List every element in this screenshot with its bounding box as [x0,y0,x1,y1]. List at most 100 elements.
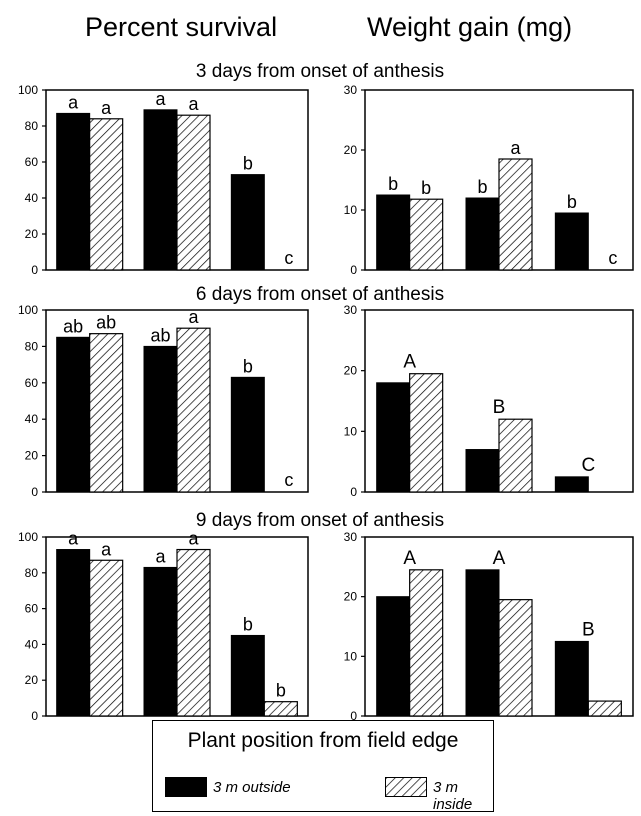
bar-outside [143,345,178,493]
bar-inside [89,118,124,271]
bar-inside [176,327,211,493]
y-tick-label: 30 [344,83,358,97]
y-tick-label: 100 [18,530,38,544]
bar-outside [143,566,178,717]
y-tick-label: 20 [25,227,39,241]
bar-inside [498,418,533,493]
bar-outside [465,569,500,717]
y-tick-label: 100 [18,303,38,317]
legend-title: Plant position from field edge [187,729,459,752]
bar-outside [56,112,91,271]
bar-outside [465,449,500,493]
group-letter: B [582,619,595,640]
y-tick-label: 80 [25,566,39,580]
header-weight-gain: Weight gain (mg) [367,12,572,42]
bar-outside [376,596,411,717]
bar-inside [89,333,124,493]
y-tick-label: 40 [25,412,39,426]
bar-outside [143,109,178,271]
y-tick-label: 40 [25,191,39,205]
bar-outside [376,194,411,271]
group-letter: C [581,455,595,476]
y-tick-label: 10 [344,649,358,663]
legend-swatch-inside [385,777,427,797]
bar-inside [498,599,533,717]
y-tick-label: 100 [18,83,38,97]
y-tick-label: 20 [25,449,39,463]
significance-letter: b [243,614,253,634]
significance-letter: c [284,470,293,490]
significance-letter: b [421,178,431,198]
significance-letter: ab [63,316,83,336]
y-tick-label: 20 [25,673,39,687]
y-tick-label: 20 [344,143,358,157]
bar-outside [376,382,411,493]
y-tick-label: 0 [350,263,357,277]
y-tick-label: 0 [31,709,38,720]
bar-inside [409,198,444,271]
significance-letter: ab [96,313,116,333]
significance-letter: c [284,248,293,268]
y-tick-label: 20 [344,364,358,378]
y-tick-label: 0 [31,263,38,277]
bar-inside [409,569,444,717]
bar-outside [554,640,589,717]
bar-inside [89,559,124,717]
row-title-2: 6 days from onset of anthesis [196,284,444,305]
significance-letter: b [477,177,487,197]
bar-outside [56,549,91,717]
significance-letter: b [276,681,286,701]
row-title-3: 9 days from onset of anthesis [196,510,444,531]
bar-inside [498,158,533,271]
bar-outside [465,197,500,271]
figure: Percent survival Weight gain (mg) 3 days… [18,12,634,720]
y-tick-label: 0 [350,485,357,499]
header-percent-survival: Percent survival [85,12,277,42]
legend-label-inside: 3 m inside [433,779,473,813]
y-tick-label: 60 [25,602,39,616]
significance-letter: b [243,154,253,174]
bar-inside [587,700,622,717]
bar-outside [230,174,265,271]
significance-letter: a [188,94,199,114]
legend: Plant position from field edge 3 m outsi… [152,720,494,813]
y-tick-label: 10 [344,203,358,217]
significance-letter: a [188,307,199,327]
significance-letter: b [243,356,253,376]
significance-letter: a [101,98,112,118]
bar-outside [230,634,265,717]
significance-letter: b [388,174,398,194]
bar-outside [230,376,265,493]
y-tick-label: 60 [25,376,39,390]
y-tick-label: 0 [31,485,38,499]
legend-label-outside: 3 m outside [213,779,291,796]
bar-inside [409,373,444,493]
significance-letter: a [155,89,166,109]
significance-letter: a [510,138,521,158]
y-tick-label: 80 [25,119,39,133]
significance-letter: a [68,92,79,112]
bar-inside [176,114,211,271]
significance-letter: c [608,248,617,268]
bar-outside [554,212,589,271]
bar-outside [56,336,91,493]
y-tick-label: 80 [25,339,39,353]
y-tick-label: 60 [25,155,39,169]
row-title-1: 3 days from onset of anthesis [196,61,444,82]
bar-inside [263,701,298,717]
group-letter: B [493,397,506,418]
y-tick-label: 30 [344,530,358,544]
bar-outside [554,476,589,493]
y-tick-label: 40 [25,637,39,651]
bar-inside [176,548,211,717]
group-letter: A [493,548,506,569]
group-letter: A [403,548,416,569]
significance-letter: a [68,529,79,549]
significance-letter: b [567,192,577,212]
y-tick-label: 0 [350,709,357,720]
group-letter: A [403,352,416,373]
significance-letter: a [155,546,166,566]
y-tick-label: 20 [344,590,358,604]
legend-swatch-outside [165,777,207,797]
y-tick-label: 30 [344,303,358,317]
